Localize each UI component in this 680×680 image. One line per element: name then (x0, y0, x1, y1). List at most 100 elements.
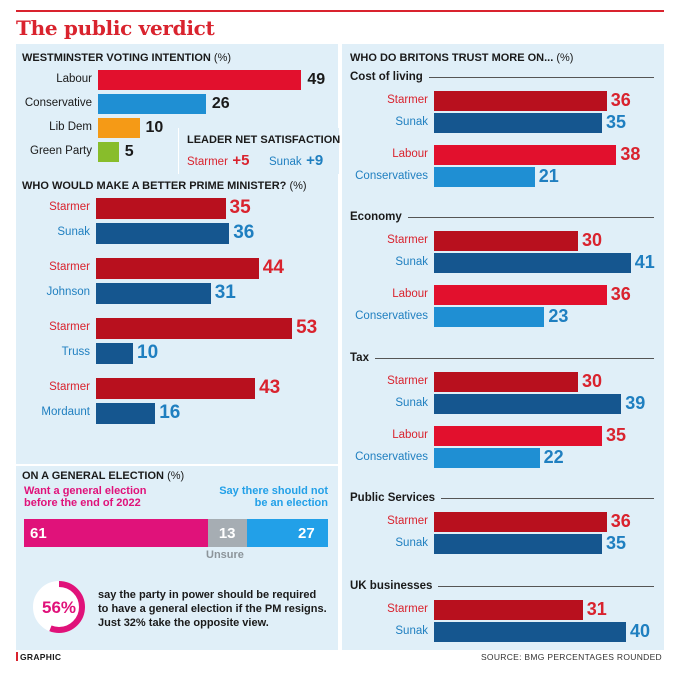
pm-1-starmer-value: 44 (262, 257, 284, 278)
trust-tax-sunak-value: 39 (625, 393, 646, 413)
satisfaction-starmer-value: +5 (232, 152, 250, 169)
ring-percent-label: 56% (42, 598, 76, 617)
voting-header: WESTMINSTER VOTING INTENTION (%) (22, 52, 232, 64)
trust-economy-conservatives-label: Conservatives (355, 310, 428, 322)
trust-rule-uk-businesses (350, 586, 654, 587)
pm-2-starmer-value: 53 (296, 317, 318, 338)
satisfaction-sunak: Sunak +9 (269, 152, 323, 170)
ring-arc (33, 581, 85, 633)
pm-2-truss-value: 10 (137, 342, 159, 363)
pm-3-starmer-label: Starmer (49, 381, 90, 393)
pm-1-starmer-bar (96, 258, 259, 279)
trust-rule-economy (350, 217, 654, 218)
voting-label-labour: Labour (56, 73, 92, 85)
trust-cost-of-living-starmer-value: 36 (610, 90, 631, 110)
pm-0-starmer-value: 35 (229, 197, 251, 218)
trust-cost-of-living-labour-bar (434, 145, 617, 165)
satisfaction-box: LEADER NET SATISFACTION Starmer +5 Sunak… (178, 128, 340, 174)
page-title: The public verdict (16, 16, 215, 40)
trust-header: WHO DO BRITONS TRUST MORE ON... (%) (350, 52, 574, 64)
trust-tax-starmer-value: 30 (582, 371, 603, 391)
satisfaction-sunak-value: +9 (306, 152, 324, 169)
pm-1-starmer-label: Starmer (49, 261, 90, 273)
pm-2-starmer-label: Starmer (49, 321, 90, 333)
trust-cost-of-living-conservatives-value: 21 (538, 166, 559, 186)
election-header: ON A GENERAL ELECTION (%) (22, 470, 185, 482)
satisfaction-starmer-label: Starmer (187, 156, 228, 168)
election-want-label: Want a general election before the end o… (24, 485, 147, 509)
brand-label: GRAPHIC (20, 652, 62, 662)
trust-rule-public-services (350, 498, 654, 499)
trust-economy-labour-bar (434, 285, 607, 305)
satisfaction-starmer: Starmer +5 (187, 152, 249, 170)
trust-uk-businesses-starmer-label: Starmer (387, 603, 428, 615)
trust-section-tax: Tax (350, 352, 375, 364)
pm-0-sunak-value: 36 (233, 222, 255, 243)
stat-text: say the party in power should be require… (98, 589, 327, 629)
trust-cost-of-living-conservatives-label: Conservatives (355, 170, 428, 182)
trust-tax-sunak-bar (434, 394, 622, 414)
trust-uk-businesses-starmer-value: 31 (586, 599, 607, 619)
pm-1-johnson-bar (96, 283, 211, 304)
trust-rule-cost-of-living (350, 77, 654, 78)
trust-rule-tax (350, 358, 654, 359)
trust-tax-sunak-label: Sunak (395, 397, 428, 409)
voting-bar-conservative (98, 94, 206, 114)
trust-cost-of-living-labour-label: Labour (392, 148, 428, 160)
trust-tax-starmer-bar (434, 372, 578, 392)
trust-cost-of-living-starmer-bar (434, 91, 607, 111)
pm-3-mordaunt-label: Mordaunt (41, 406, 90, 418)
pm-1-johnson-value: 31 (214, 282, 236, 303)
trust-tax-labour-value: 35 (606, 425, 627, 445)
trust-cost-of-living-starmer-label: Starmer (387, 94, 428, 106)
trust-section-public-services: Public Services (350, 492, 442, 504)
trust-public-services-starmer-value: 36 (610, 511, 631, 531)
trust-tax-conservatives-label: Conservatives (355, 451, 428, 463)
trust-section-uk-businesses: UK businesses (350, 580, 439, 592)
pm-2-starmer-bar (96, 318, 293, 339)
trust-uk-businesses-starmer-bar (434, 600, 583, 620)
trust-public-services-starmer-bar (434, 512, 607, 532)
voting-value-conservative: 26 (211, 95, 230, 112)
trust-economy-starmer-bar (434, 231, 578, 251)
pm-3-mordaunt-bar (96, 403, 156, 424)
trust-economy-sunak-label: Sunak (395, 256, 428, 268)
trust-cost-of-living-labour-value: 38 (620, 144, 641, 164)
voting-label-green-party: Green Party (30, 145, 92, 157)
top-rule (16, 10, 664, 12)
trust-tax-labour-bar (434, 426, 602, 446)
trust-cost-of-living-sunak-label: Sunak (395, 116, 428, 128)
pm-2-truss-label: Truss (61, 346, 90, 358)
pm-1-johnson-label: Johnson (46, 286, 90, 298)
trust-economy-labour-label: Labour (392, 288, 428, 300)
trust-public-services-sunak-bar (434, 534, 602, 554)
election-value-want: 61 (30, 525, 47, 542)
pm-0-starmer-label: Starmer (49, 201, 90, 213)
trust-public-services-starmer-label: Starmer (387, 515, 428, 527)
trust-economy-starmer-value: 30 (582, 230, 603, 250)
trust-economy-sunak-value: 41 (634, 252, 655, 272)
trust-cost-of-living-sunak-bar (434, 113, 602, 133)
voting-bar-lib-dem (98, 118, 140, 138)
pm-3-starmer-bar (96, 378, 256, 399)
trust-economy-conservatives-bar (434, 307, 545, 327)
trust-section-economy: Economy (350, 211, 408, 223)
trust-economy-conservatives-value: 23 (548, 306, 569, 326)
trust-tax-conservatives-bar (434, 448, 540, 468)
percent-ring: 56% (33, 581, 85, 633)
trust-cost-of-living-conservatives-bar (434, 167, 535, 187)
election-value-unsure: 13 (218, 525, 236, 542)
voting-bar-green-party (98, 142, 119, 162)
source-note: SOURCE: BMG PERCENTAGES ROUNDED (480, 652, 662, 662)
trust-cost-of-living-sunak-value: 35 (606, 112, 627, 132)
pm-2-truss-bar (96, 343, 133, 364)
trust-uk-businesses-sunak-value: 40 (630, 621, 651, 641)
election-unsure-label: Unsure (206, 549, 244, 561)
trust-public-services-sunak-label: Sunak (395, 537, 428, 549)
pm-3-starmer-value: 43 (259, 377, 281, 398)
voting-label-lib-dem: Lib Dem (49, 121, 92, 133)
trust-economy-labour-value: 36 (610, 284, 631, 304)
satisfaction-sunak-label: Sunak (269, 156, 302, 168)
pm-0-sunak-label: Sunak (57, 226, 90, 238)
trust-economy-sunak-bar (434, 253, 631, 273)
